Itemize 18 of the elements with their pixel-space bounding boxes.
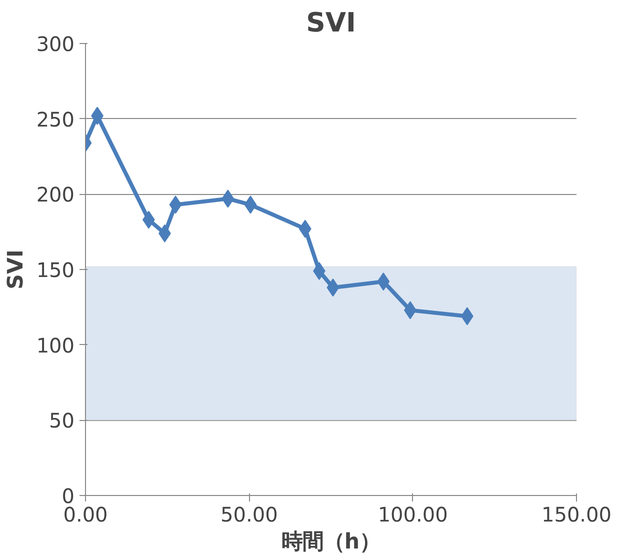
chart-title: SVI	[306, 8, 356, 38]
x-axis-title: 時間（h）	[281, 530, 381, 554]
x-tick-label: 150.00	[542, 502, 612, 526]
y-tick-label: 150	[36, 258, 75, 282]
y-tick-label: 250	[36, 107, 75, 132]
point	[222, 190, 234, 208]
y-axis-title: SVI	[3, 250, 28, 290]
point	[244, 196, 257, 214]
y-tick-label: 300	[36, 32, 75, 56]
point	[298, 220, 312, 238]
x-tick-label: 100.00	[378, 502, 448, 526]
y-tick-label: 50	[49, 408, 75, 433]
point	[169, 196, 182, 214]
point	[326, 278, 340, 297]
y-tick-label: 100	[36, 333, 75, 358]
y-tick-label: 200	[36, 182, 75, 207]
point	[377, 272, 390, 291]
x-tick-label: 50.00	[220, 502, 278, 526]
